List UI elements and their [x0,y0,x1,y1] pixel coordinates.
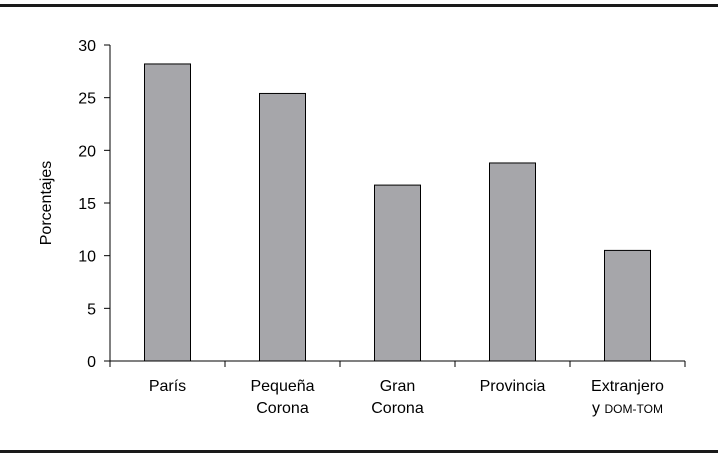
bar [374,184,421,362]
y-tick-label: 25 [78,91,96,108]
x-tick-label: Corona [371,400,424,417]
x-tick-label: Gran [380,378,416,395]
x-tick-label: Pequeña [250,378,314,395]
y-tick-label: 15 [78,196,96,213]
x-tick-label: Provincia [480,378,546,395]
y-tick-label: 5 [87,301,96,318]
y-axis-title: Porcentajes [38,161,55,246]
bar [489,162,536,362]
y-tick-label: 10 [78,249,96,266]
bar [259,92,306,362]
bar [144,63,191,362]
bar [604,249,651,362]
x-tick-label: y DOM-TOM [592,400,663,417]
bottom-rule [0,450,718,453]
x-tick-label: París [149,378,186,395]
x-tick-label-part: y [592,400,604,417]
x-tick-label: Corona [256,400,309,417]
x-tick-label: Extranjero [591,378,664,395]
plot-area: 0 5 10 15 20 25 30 París Pequeña Corona Gran Corona… [78,38,686,417]
y-tick-label: 0 [87,354,96,371]
x-tick-label-smallcaps: DOM-TOM [605,402,663,416]
y-tick-label: 20 [78,143,96,160]
y-tick-label: 30 [78,38,96,55]
top-rule [0,4,718,7]
